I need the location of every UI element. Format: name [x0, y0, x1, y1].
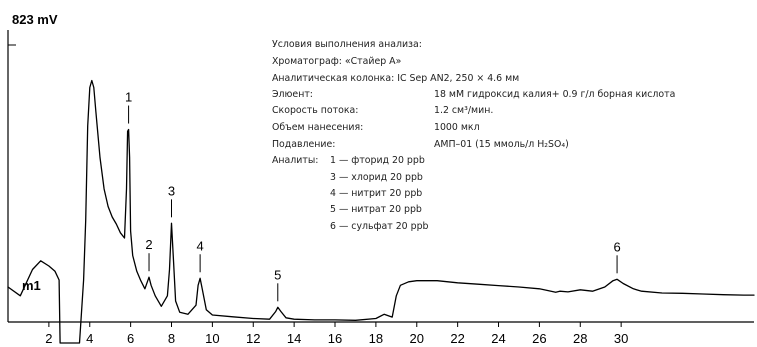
conditions-heading: Условия выполнения анализа:	[272, 39, 422, 50]
cond-row-eluent-key: Элюент:	[272, 89, 313, 100]
cond-row-volume-key: Объем нанесения:	[272, 122, 363, 133]
analysis-conditions: Условия выполнения анализа: Хроматограф:…	[272, 39, 675, 232]
peak-label-1: 1	[125, 90, 132, 105]
peak-label-4: 4	[197, 238, 204, 253]
analytes-label: Аналиты:	[272, 155, 318, 166]
cond-row-flow-key: Скорость потока:	[272, 105, 358, 116]
x-tick-label: 8	[168, 331, 175, 346]
cond-row-volume-value: 1000 мкл	[434, 122, 480, 133]
analyte-1: 1 — фторид 20 ppb	[330, 155, 425, 166]
x-tick-label: 6	[127, 331, 134, 346]
cond-row-column: Аналитическая колонка: IC Sep AN2, 250 ×…	[272, 73, 519, 84]
analyte-5: 5 — нитрат 20 ppb	[330, 204, 422, 215]
x-tick-label: 24	[491, 331, 505, 346]
peak-label-5: 5	[274, 267, 281, 282]
x-tick-label: 12	[246, 331, 260, 346]
cond-row-suppression-value: АМП–01 (15 ммоль/л H₂SO₄)	[434, 139, 569, 150]
x-axis-ticks: 2 4 6 8 10 12 14 16 18 20 22 24 26 28 30	[45, 322, 628, 346]
peak-label-2: 2	[145, 237, 152, 252]
cond-row-flow-value: 1.2 см³/мин.	[434, 105, 493, 116]
peak-label-3: 3	[168, 183, 175, 198]
y-scale-label: 823 mV	[12, 12, 58, 27]
x-tick-label: 4	[86, 331, 93, 346]
analyte-4: 4 — нитрит 20 ppb	[330, 188, 422, 199]
x-tick-label: 10	[205, 331, 219, 346]
cond-row-chromatograph: Хроматограф: «Стайер А»	[272, 56, 402, 67]
x-tick-label: 30	[614, 331, 628, 346]
x-tick-label: 14	[287, 331, 301, 346]
x-tick-label: 22	[450, 331, 464, 346]
x-tick-label: 2	[45, 331, 52, 346]
x-tick-label: 16	[328, 331, 342, 346]
marker-m1-label: m1	[22, 278, 41, 293]
cond-row-suppression-key: Подавление:	[272, 139, 335, 150]
cond-row-eluent-value: 18 мМ гидроксид калия+ 0.9 г/л борная ки…	[434, 89, 675, 100]
peak-label-6: 6	[613, 239, 620, 254]
chromatogram-trace	[7, 79, 755, 344]
analyte-3: 3 — хлорид 20 ppb	[330, 172, 423, 183]
peak-labels: 1 2 3 4 5 6	[125, 90, 621, 302]
analyte-6: 6 — сульфат 20 ppb	[330, 221, 429, 232]
x-tick-label: 20	[410, 331, 424, 346]
x-tick-label: 26	[532, 331, 546, 346]
x-tick-label: 18	[369, 331, 383, 346]
x-tick-label: 28	[573, 331, 587, 346]
axes	[7, 30, 754, 323]
